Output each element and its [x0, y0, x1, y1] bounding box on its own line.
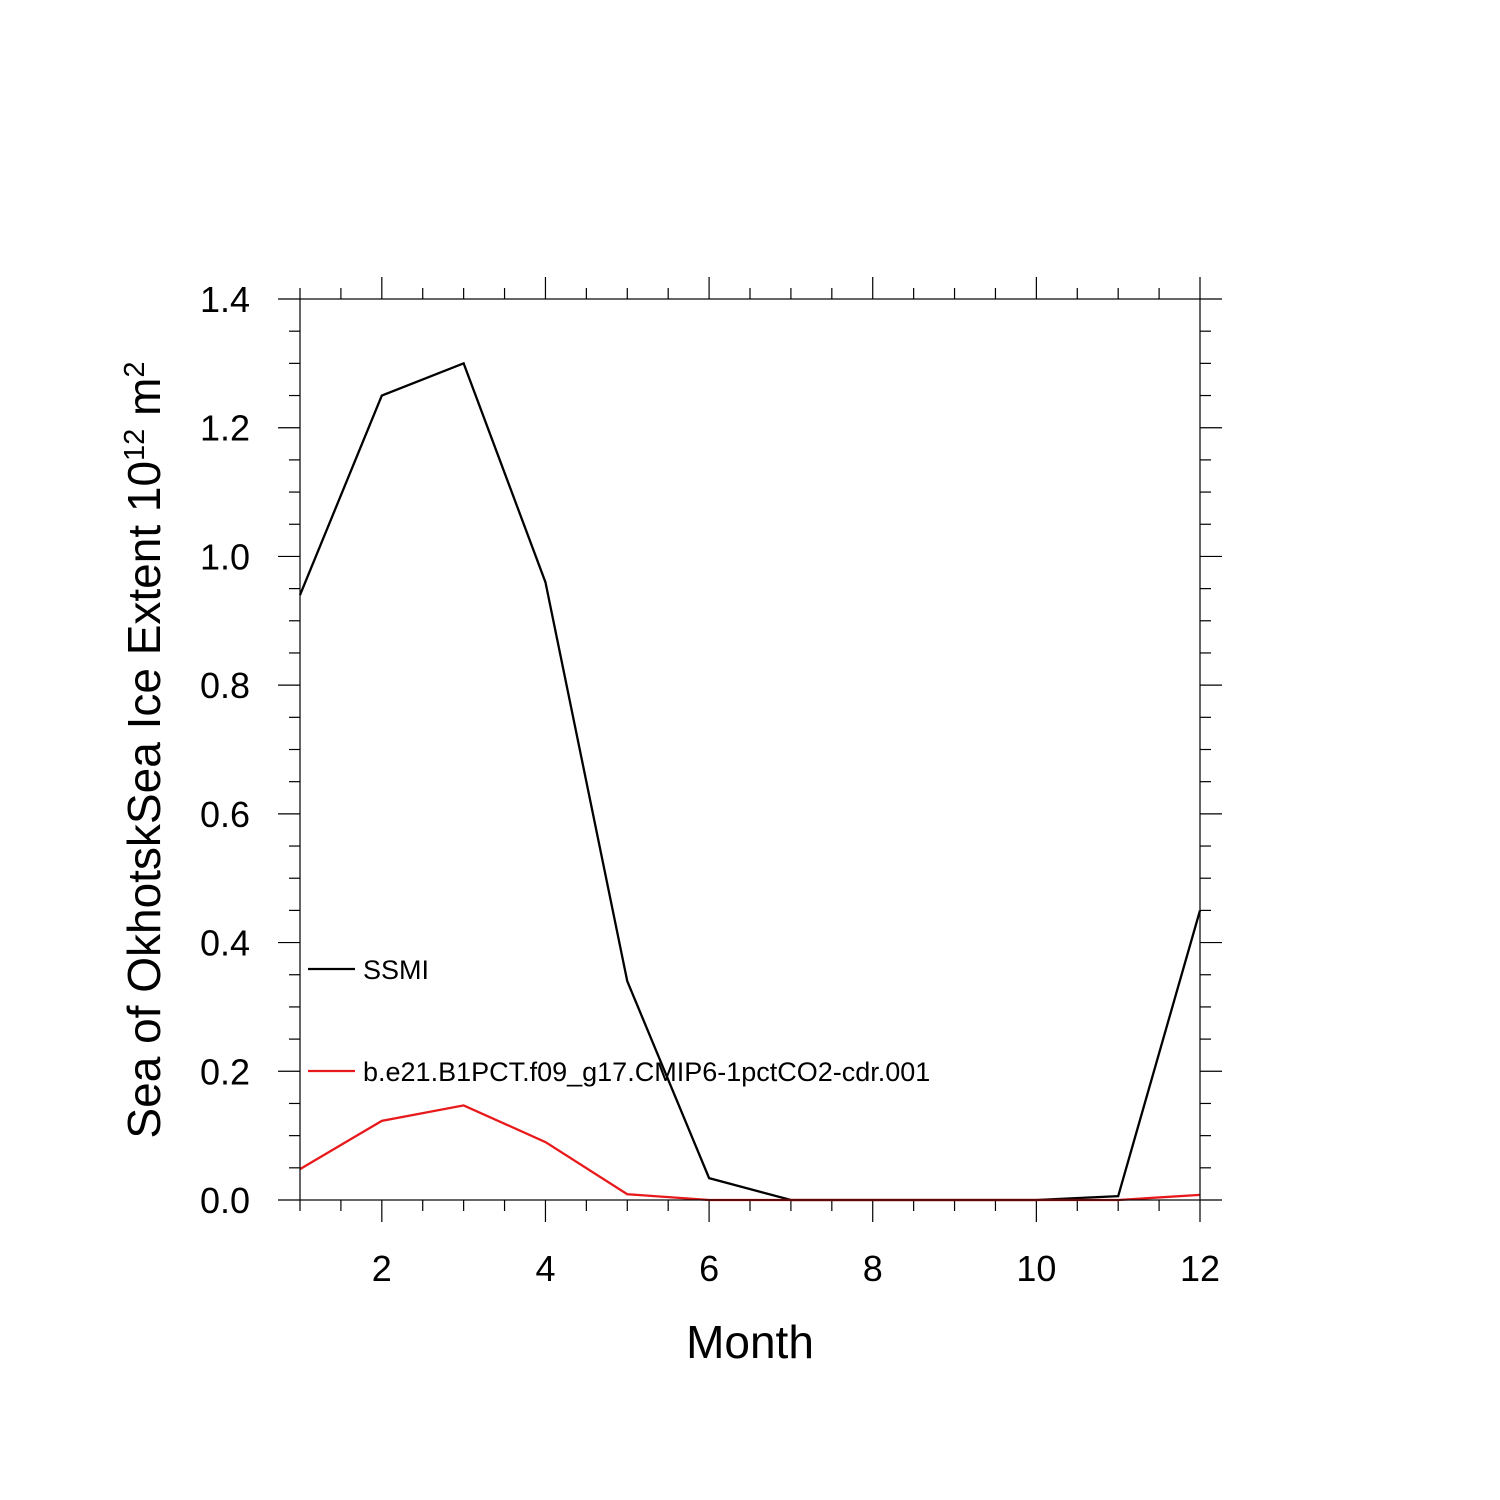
y-tick-label: 0.2	[200, 1051, 250, 1092]
y-axis-title-exponent: 12	[119, 429, 151, 461]
x-tick-label: 12	[1180, 1248, 1220, 1289]
legend: SSMI b.e21.B1PCT.f09_g17.CMIP6-1pctCO2-cd…	[308, 955, 930, 1087]
y-tick-label: 1.0	[200, 536, 250, 577]
axis-ticks	[278, 277, 1222, 1222]
x-tick-label: 8	[863, 1248, 883, 1289]
plot-frame	[299, 298, 1201, 1201]
y-tick-label: 0.0	[200, 1180, 250, 1221]
legend-label-1: SSMI	[363, 955, 429, 985]
x-tick-label: 2	[372, 1248, 392, 1289]
x-axis-title: Month	[686, 1316, 814, 1368]
y-axis-title-unit-exponent: 2	[119, 361, 151, 377]
y-tick-label: 1.2	[200, 408, 250, 449]
tick-labels: 2 4 6 8 10 12 0.0 0.2 0.4 0.6 0.8 1.0 1.2 1.4	[200, 279, 1220, 1289]
x-tick-label: 10	[1016, 1248, 1056, 1289]
y-tick-label: 0.6	[200, 794, 250, 835]
y-tick-label: 0.4	[200, 923, 250, 964]
y-axis-title-unit: m	[118, 378, 170, 429]
y-axis-title: Sea of OkhotskSea Ice Extent 1012 m2	[118, 361, 170, 1138]
y-tick-label: 0.8	[200, 665, 250, 706]
y-axis-title-main: Sea of OkhotskSea Ice Extent 10	[118, 461, 170, 1139]
legend-label-2: b.e21.B1PCT.f09_g17.CMIP6-1pctCO2-cdr.00…	[363, 1057, 930, 1087]
x-tick-label: 4	[535, 1248, 555, 1289]
x-tick-label: 6	[699, 1248, 719, 1289]
y-tick-label: 1.4	[200, 279, 250, 320]
